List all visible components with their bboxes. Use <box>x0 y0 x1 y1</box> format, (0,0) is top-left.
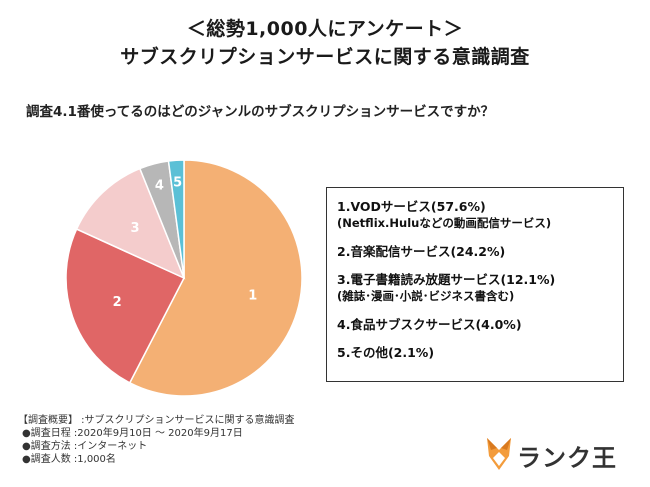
page-title-line1: ＜総勢1,000人にアンケート＞ <box>186 18 464 40</box>
chart-legend: 1.VODサービス(57.6%) (Netflix.Huluなどの動画配信サービ… <box>326 187 624 382</box>
legend-item-1-sub: (Netflix.Huluなどの動画配信サービス) <box>337 216 552 230</box>
pie-slice-1 <box>128 159 303 397</box>
pie-label-5: 5 <box>173 175 182 190</box>
legend-item-2: 2.音楽配信サービス(24.2%) <box>337 243 613 260</box>
legend-item-2-label: 2.音楽配信サービス(24.2%) <box>337 244 506 259</box>
page-title-line2: サブスクリプションサービスに関する意識調査 <box>120 46 530 68</box>
legend-item-5: 5.その他(2.1%) <box>337 344 613 361</box>
survey-summary: 【調査概要】 :サブスクリプションサービスに関する意識調査 ●調査日程 :202… <box>18 414 295 466</box>
legend-item-3-sub: (雑誌･漫画･小説･ビジネス書含む) <box>337 289 515 303</box>
legend-item-3-label: 3.電子書籍読み放題サービス(12.1%) <box>337 272 556 287</box>
logo-text: ランク王 <box>517 444 617 472</box>
legend-item-5-label: 5.その他(2.1%) <box>337 345 435 360</box>
pie-slice-3 <box>75 167 186 280</box>
survey-header: 【調査概要】 :サブスクリプションサービスに関する意識調査 <box>18 415 295 426</box>
legend-item-4-label: 4.食品サブスクサービス(4.0%) <box>337 317 522 332</box>
survey-question: 調査4.1番使ってるのはどのジャンルのサブスクリプションサービスですか？ <box>26 104 495 120</box>
pie-slice-5 <box>167 159 185 279</box>
pie-label-2: 2 <box>113 295 122 310</box>
survey-row-method: ●調査方法 :インターネット <box>22 441 148 452</box>
legend-item-1-label: 1.VODサービス(57.6%) <box>337 199 486 214</box>
legend-item-1: 1.VODサービス(57.6%) (Netflix.Huluなどの動画配信サービ… <box>337 198 613 232</box>
pie-label-1: 1 <box>248 289 257 304</box>
pie-label-3: 3 <box>131 221 140 236</box>
legend-item-4: 4.食品サブスクサービス(4.0%) <box>337 316 613 333</box>
pie-chart: 1 2 3 4 5 <box>65 159 303 397</box>
pie-slice-2 <box>65 228 186 384</box>
pie-label-4: 4 <box>155 178 164 193</box>
legend-item-3: 3.電子書籍読み放題サービス(12.1%) (雑誌･漫画･小説･ビジネス書含む) <box>337 271 613 305</box>
survey-row-dates: ●調査日程 :2020年9月10日 〜 2020年9月17日 <box>22 428 243 439</box>
fox-logo-icon <box>487 438 511 470</box>
survey-row-count: ●調査人数 :1,000名 <box>22 454 116 465</box>
